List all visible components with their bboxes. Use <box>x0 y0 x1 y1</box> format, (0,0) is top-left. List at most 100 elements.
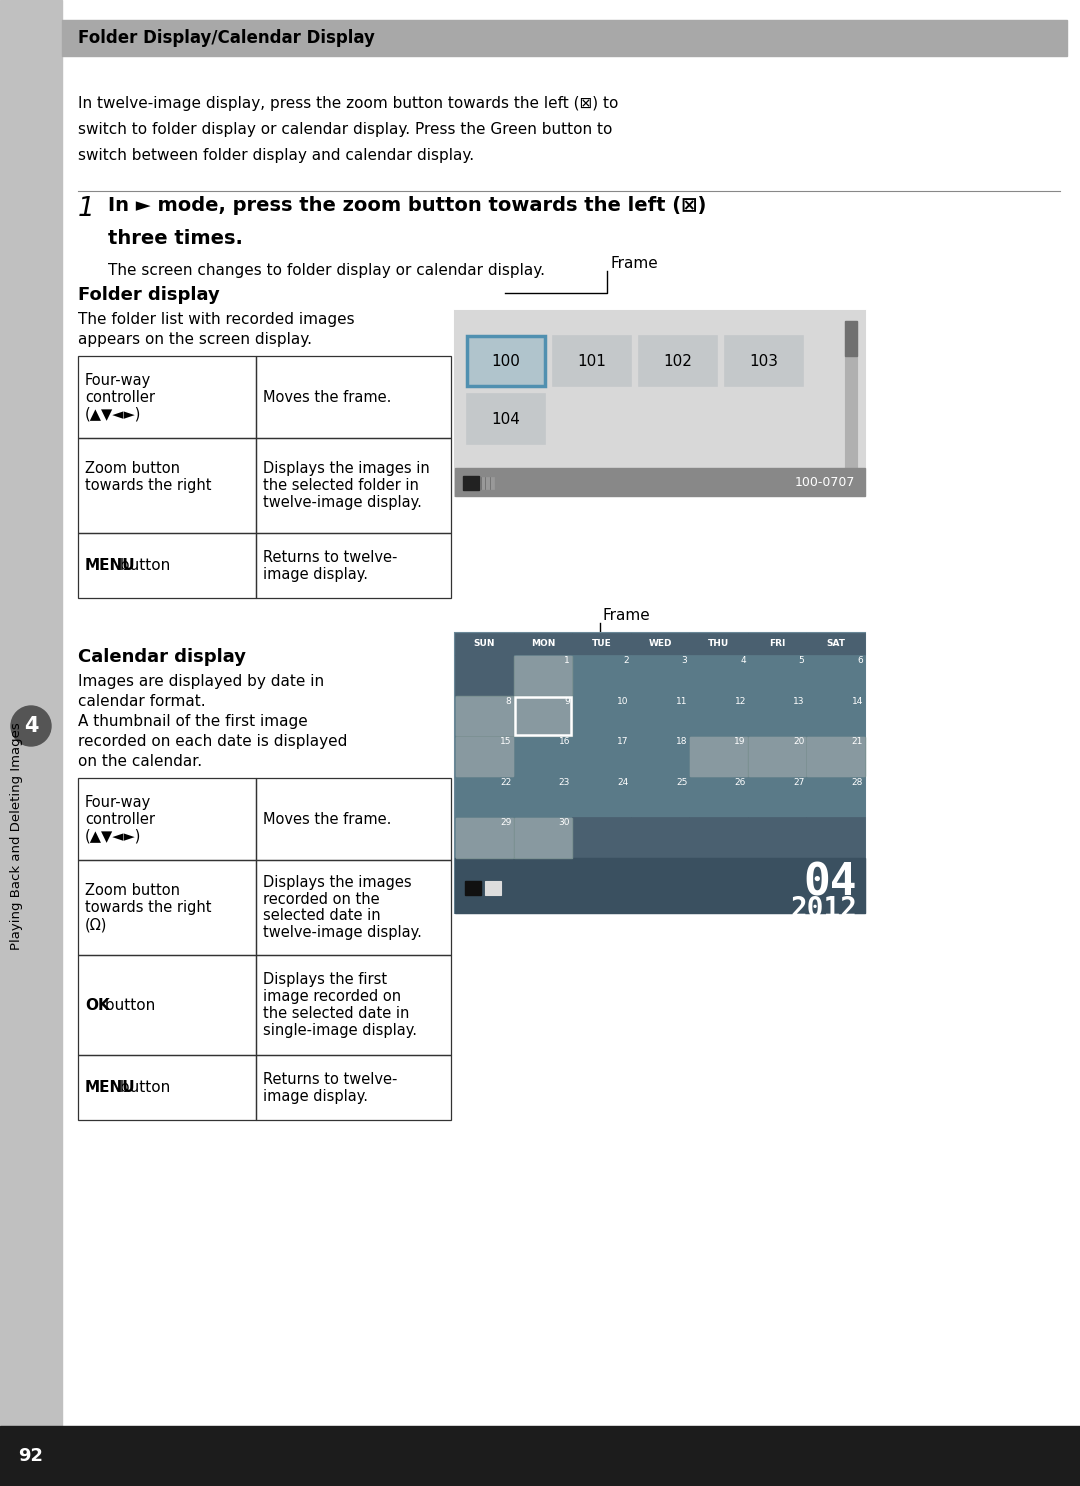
Text: 9: 9 <box>565 697 570 706</box>
Bar <box>845 321 858 490</box>
Bar <box>747 817 807 857</box>
Text: In twelve-image display, press the zoom button towards the left (⊠) to: In twelve-image display, press the zoom … <box>78 97 619 111</box>
Bar <box>689 655 747 695</box>
Text: 3: 3 <box>681 655 687 666</box>
Text: switch between folder display and calendar display.: switch between folder display and calend… <box>78 149 474 163</box>
Text: 4: 4 <box>740 655 746 666</box>
Bar <box>553 336 631 386</box>
Bar <box>514 655 572 695</box>
Bar <box>455 736 514 777</box>
Text: Zoom button: Zoom button <box>85 883 180 898</box>
Text: 23: 23 <box>558 777 570 786</box>
Bar <box>631 736 689 777</box>
Bar <box>690 737 747 776</box>
Bar <box>467 336 545 386</box>
Text: single-image display.: single-image display. <box>264 1022 417 1039</box>
Text: 2: 2 <box>623 655 629 666</box>
Text: A thumbnail of the first image: A thumbnail of the first image <box>78 713 308 730</box>
Bar <box>845 321 858 357</box>
Bar <box>514 695 571 736</box>
Text: the selected date in: the selected date in <box>264 1006 409 1021</box>
Text: 104: 104 <box>491 412 521 426</box>
Bar <box>514 697 571 736</box>
Bar <box>256 955 451 1055</box>
Bar <box>256 357 451 438</box>
Bar <box>572 695 631 736</box>
Bar <box>747 777 807 817</box>
Bar <box>631 633 689 655</box>
Bar <box>690 737 747 776</box>
Bar <box>456 819 513 857</box>
Text: 13: 13 <box>793 697 805 706</box>
Bar <box>78 1055 256 1120</box>
Text: 100: 100 <box>491 354 521 369</box>
Bar <box>514 819 571 857</box>
Bar <box>689 633 747 655</box>
Text: towards the right: towards the right <box>85 901 212 915</box>
Text: MENU: MENU <box>85 1080 136 1095</box>
Bar <box>807 655 865 695</box>
Bar <box>256 860 451 955</box>
Text: In ► mode, press the zoom button towards the left (⊠): In ► mode, press the zoom button towards… <box>108 196 706 215</box>
Bar <box>485 881 501 895</box>
Text: 25: 25 <box>676 777 687 786</box>
Bar <box>572 655 631 695</box>
Bar <box>455 633 865 912</box>
Text: 10: 10 <box>617 697 629 706</box>
Text: (Ω): (Ω) <box>85 917 107 932</box>
Bar <box>748 737 806 776</box>
Text: Moves the frame.: Moves the frame. <box>264 811 391 826</box>
Bar <box>748 737 806 776</box>
Text: Folder display: Folder display <box>78 285 219 305</box>
Text: The folder list with recorded images: The folder list with recorded images <box>78 312 354 327</box>
Text: The screen changes to folder display or calendar display.: The screen changes to folder display or … <box>108 263 545 278</box>
Bar <box>631 777 689 817</box>
Text: 14: 14 <box>852 697 863 706</box>
Bar <box>455 817 514 857</box>
Bar <box>0 1427 1080 1486</box>
Bar <box>514 697 571 736</box>
Text: recorded on the: recorded on the <box>264 892 380 906</box>
Text: Four-way: Four-way <box>85 373 151 388</box>
Bar <box>514 817 571 857</box>
Text: Frame: Frame <box>610 256 658 270</box>
Bar <box>455 655 514 695</box>
Text: button: button <box>114 559 171 574</box>
Text: SUN: SUN <box>473 639 495 648</box>
Bar <box>572 736 631 777</box>
Text: 15: 15 <box>500 737 512 746</box>
Bar <box>62 19 1067 56</box>
Bar <box>78 779 256 860</box>
Bar <box>689 777 747 817</box>
Bar <box>465 881 481 895</box>
Text: 24: 24 <box>618 777 629 786</box>
Bar <box>0 0 62 1427</box>
Bar <box>807 777 865 817</box>
Bar <box>514 633 572 655</box>
Bar <box>456 695 513 736</box>
Bar <box>456 697 513 736</box>
Bar <box>455 857 865 912</box>
Text: 22: 22 <box>500 777 512 786</box>
Text: 6: 6 <box>858 655 863 666</box>
Text: (▲▼◄►): (▲▼◄►) <box>85 407 141 422</box>
Text: the selected folder in: the selected folder in <box>264 478 419 493</box>
Text: 21: 21 <box>852 737 863 746</box>
Bar <box>455 695 514 736</box>
Text: Folder Display/Calendar Display: Folder Display/Calendar Display <box>78 30 375 48</box>
Text: Displays the images: Displays the images <box>264 874 411 890</box>
Text: appears on the screen display.: appears on the screen display. <box>78 331 312 348</box>
Text: 20: 20 <box>793 737 805 746</box>
Bar <box>747 633 807 655</box>
Bar <box>725 336 804 386</box>
Circle shape <box>11 706 51 746</box>
Bar <box>514 655 571 695</box>
Bar <box>807 817 865 857</box>
Bar <box>631 655 689 695</box>
Text: on the calendar.: on the calendar. <box>78 753 202 768</box>
Bar <box>631 695 689 736</box>
Bar <box>456 817 513 857</box>
Text: THU: THU <box>708 639 729 648</box>
Bar <box>78 438 256 533</box>
Bar <box>747 736 807 777</box>
